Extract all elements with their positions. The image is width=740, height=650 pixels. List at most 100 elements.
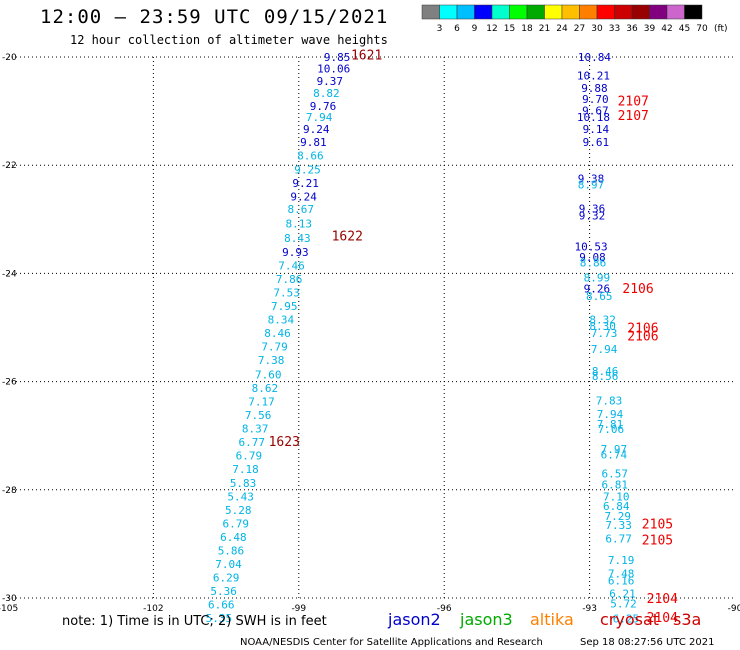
colorbar-label: 3 <box>437 24 443 34</box>
wave-height-point: 7.10 <box>603 490 630 503</box>
wave-height-point: 7.94 <box>597 408 624 421</box>
y-tick-label: -28 <box>2 486 17 496</box>
wave-height-point: 9.25 <box>294 164 321 177</box>
wave-height-point: 8.13 <box>286 218 313 231</box>
wave-height-point: 8.46 <box>264 327 291 340</box>
wave-height-point: 7.53 <box>273 286 300 299</box>
wave-height-point: 8.82 <box>313 87 340 100</box>
wave-height-point: 6.16 <box>608 575 635 588</box>
pass-time-label: 2106 <box>627 322 658 337</box>
wave-height-point: 7.73 <box>591 327 618 340</box>
wave-height-point: 8.97 <box>578 179 605 192</box>
chart-subtitle: 12 hour collection of altimeter wave hei… <box>70 33 388 47</box>
wave-height-point: 9.24 <box>290 191 317 204</box>
wave-height-point: 7.04 <box>215 558 242 571</box>
wave-height-point: 9.24 <box>303 123 330 136</box>
wave-height-point: 9.61 <box>583 136 610 149</box>
colorbar-legend: 3 6 9 12 15 18 21 24 27 30 33 36 39 42 45 70 (ft) <box>421 4 728 34</box>
colorbar-label: 15 <box>504 24 515 34</box>
wave-height-point: 8.37 <box>242 423 269 436</box>
y-tick-label: -22 <box>2 161 17 171</box>
wave-height-point: 7.97 <box>601 443 628 456</box>
wave-height-point: 6.66 <box>208 598 235 611</box>
wave-height-point: 9.26 <box>584 283 611 296</box>
wave-height-point: 9.76 <box>310 100 337 113</box>
colorbar-swatch <box>684 4 703 20</box>
wave-height-point: 8.86 <box>580 257 607 270</box>
wave-height-point: 7.48 <box>608 568 635 581</box>
chart-title: 12:00 – 23:59 UTC 09/15/2021 <box>40 6 389 28</box>
wave-height-point: 6.77 <box>605 532 632 545</box>
colorbar-swatch <box>666 4 685 20</box>
footer: note: 1) Time is in UTC; 2) SWH is in fe… <box>62 610 714 648</box>
wave-height-point: 8.30 <box>589 320 616 333</box>
wave-height-point: 9.37 <box>317 75 344 88</box>
colorbar-swatch <box>649 4 668 20</box>
wave-height-point: 7.83 <box>596 395 623 408</box>
wave-height-point: 9.08 <box>579 251 606 264</box>
wave-height-point: 7.94 <box>591 343 618 356</box>
pass-time-label: 2104 <box>647 592 678 607</box>
colorbar-swatch <box>491 4 510 20</box>
wave-height-point: 9.70 <box>582 93 609 106</box>
wave-height-point: 6.79 <box>223 517 250 530</box>
pass-time-label: 1623 <box>269 435 300 450</box>
wave-height-point: 6.29 <box>213 571 240 584</box>
wave-height-point: 5.36 <box>210 585 237 598</box>
wave-height-point: 7.33 <box>605 519 632 532</box>
wave-height-point: 7.38 <box>258 354 285 367</box>
colorbar-label: 42 <box>661 24 672 34</box>
wave-height-point: 9.67 <box>582 105 609 118</box>
colorbar-label: 45 <box>679 24 690 34</box>
y-tick-label: -20 <box>2 53 17 63</box>
wave-height-point: 6.57 <box>602 468 629 481</box>
colorbar-swatch <box>439 4 458 20</box>
colorbar-label: 39 <box>644 24 656 34</box>
wave-height-point: 9.38 <box>578 173 605 186</box>
data-points: 9.8510.069.378.829.767.949.249.818.669.2… <box>206 51 640 626</box>
pass-time-label: 2106 <box>627 330 658 345</box>
wave-height-point: 6.74 <box>601 449 628 462</box>
wave-height-point: 9.21 <box>292 177 319 190</box>
wave-height-point: 7.94 <box>306 111 333 124</box>
wave-height-point: 9.88 <box>581 82 608 95</box>
legend-s3a: s3a <box>673 610 701 629</box>
colorbar-label: 33 <box>609 24 620 34</box>
x-tick-label: -90 <box>728 604 740 614</box>
footer-timestamp: Sep 18 08:27:56 UTC 2021 <box>580 637 714 648</box>
wave-height-point: 8.99 <box>584 272 611 285</box>
wave-height-point: 5.43 <box>227 490 254 503</box>
colorbar-label: 9 <box>472 24 478 34</box>
colorbar-label: 36 <box>626 24 638 34</box>
wave-height-point: 7.06 <box>598 423 625 436</box>
colorbar-label: 24 <box>556 24 568 34</box>
legend-jason2: jason2 <box>387 610 441 629</box>
wave-height-point: 7.95 <box>271 300 298 313</box>
wave-height-point: 9.81 <box>300 136 327 149</box>
wave-height-point: 5.28 <box>225 504 252 517</box>
pass-time-label: 2106 <box>622 282 653 297</box>
wave-height-point: 6.81 <box>602 478 629 491</box>
x-tick-label: -105 <box>0 604 18 614</box>
colorbar-label: 70 <box>696 24 708 34</box>
x-tick-label: -102 <box>143 604 163 614</box>
wave-height-point: 7.18 <box>232 463 259 476</box>
colorbar-swatch <box>631 4 650 20</box>
pass-time-label: 1621 <box>351 48 382 63</box>
wave-height-point: 6.79 <box>236 450 263 463</box>
wave-height-point: 8.56 <box>592 370 619 383</box>
pass-time-label: 1622 <box>332 230 363 245</box>
x-tick-label: -96 <box>437 604 452 614</box>
wave-height-point: 10.84 <box>578 51 611 64</box>
wave-height-point: 7.60 <box>255 369 282 382</box>
colorbar-label: 18 <box>521 24 533 34</box>
colorbar-swatch <box>544 4 563 20</box>
colorbar-label: 27 <box>574 24 585 34</box>
legend-altika: altika <box>530 610 574 629</box>
colorbar-label: 30 <box>591 24 603 34</box>
wave-height-point: 8.32 <box>589 313 616 326</box>
colorbar-swatch <box>579 4 598 20</box>
colorbar-swatch <box>614 4 633 20</box>
wave-height-point: 10.53 <box>574 240 607 253</box>
x-tick-label: -99 <box>291 604 306 614</box>
